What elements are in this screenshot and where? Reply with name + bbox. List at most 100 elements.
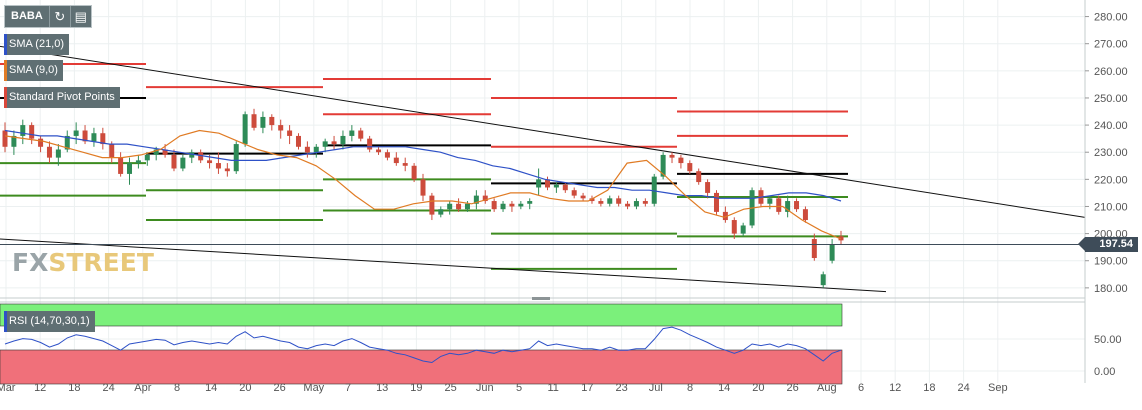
calendar-icon[interactable]: ▤ [69,6,91,27]
x-axis: Mar 12 18 24 Apr 8 14 20 26 May 7 13 19 25 Jun 5 11 17 23 J… [0,382,1008,394]
x-tick-label: 20 [239,382,251,394]
candle-body [278,125,284,131]
candle-body [705,182,711,193]
x-tick-label: Aug [817,382,837,394]
pivots-swatch [4,87,7,108]
y-tick-label: 260.00 [1094,66,1128,78]
legend-pivots[interactable]: Standard Pivot Points [4,87,120,108]
candle-body [135,160,141,164]
sma9-swatch [4,60,7,81]
y-tick-label: 280.00 [1094,12,1128,24]
refresh-icon[interactable]: ↻ [48,6,70,27]
x-tick-label: 19 [410,382,422,394]
candle-body [571,190,577,196]
candle-body [82,130,88,142]
candle-body [589,198,595,202]
legend-rsi[interactable]: RSI (14,70,30,1) [4,311,95,332]
candle-body [215,163,221,169]
candle-body [304,146,310,153]
y-tick-label: 190.00 [1094,256,1128,268]
trendlines [0,45,1086,293]
candle-body [100,133,106,145]
candle-body [411,165,417,180]
x-tick-label: 18 [68,382,80,394]
legend-sma21[interactable]: SMA (21,0) [4,34,70,55]
candle-body [402,163,408,166]
candle-body [269,116,275,126]
candle-body [233,144,239,172]
candle-body [242,114,248,145]
candle-body [607,198,613,204]
candle-body [482,195,488,202]
candle-body [447,203,453,210]
candle-body [367,138,373,150]
candle-body [580,195,586,199]
candle-body [802,209,808,221]
candle-body [420,179,426,196]
lower-trendline[interactable] [0,238,887,293]
candle-body [536,179,542,188]
rsi-series [4,326,842,364]
candle-body [598,201,604,204]
candle-body [127,163,133,174]
candle-body [73,130,79,136]
candle-body [456,203,462,210]
x-tick-label: 24 [102,382,114,394]
candle-body [287,130,293,136]
x-tick-label: 12 [889,382,901,394]
candle-body [331,141,337,145]
x-tick-label: 24 [957,382,969,394]
candle-body [616,198,622,204]
candle-body [384,152,390,158]
x-tick-label: 13 [376,382,388,394]
candle-body [20,125,26,136]
legend-pivots-label: Standard Pivot Points [9,91,115,103]
x-tick-label: 8 [687,382,693,394]
rsi-tick-label: 50.00 [1094,334,1122,346]
pane-resize-handle[interactable] [532,297,550,300]
candle-body [785,201,791,212]
ticker-symbol[interactable]: BABA [11,10,43,22]
y-tick-label: 250.00 [1094,93,1128,105]
rsi-oversold-band [0,349,843,385]
y-axis: 180.00190.00200.00210.00220.00230.00240.… [1084,0,1142,383]
legend-sma9[interactable]: SMA (9,0) [4,60,63,81]
y-tick-label: 230.00 [1094,147,1128,159]
candle-body [562,184,568,191]
x-tick-label: May [303,382,324,394]
candle-body [660,154,666,177]
candle-body [322,141,328,147]
candle-body [838,236,844,241]
candle-body [340,135,346,145]
last-price-tag: 197.54 [1078,237,1138,252]
candle-body [189,152,195,158]
candle-body [2,130,8,147]
rsi-swatch [4,311,7,332]
candle-body [438,209,444,215]
candle-body [713,192,719,212]
candle-body [118,157,124,174]
candle-body [625,203,631,207]
candle-body [633,201,639,207]
fxstreet-logo: FXSTREET [12,248,154,277]
candle-body [349,130,355,136]
logo-street: STREET [48,248,154,277]
x-tick-label: Apr [134,382,151,394]
x-tick-label: Jun [476,382,494,394]
candle-body [207,160,213,164]
candle-body [687,163,693,172]
x-tick-label: 26 [786,382,798,394]
candle-body [224,168,230,172]
x-tick-label: Sep [988,382,1008,394]
x-tick-label: 18 [923,382,935,394]
rsi-line [4,326,842,364]
candle-body [509,203,515,207]
candle-body [776,198,782,212]
candle-body [696,171,702,183]
candle-body [313,146,319,153]
candle-body [829,244,835,261]
candle-body [464,203,470,210]
candle-body [29,125,35,139]
upper-trendline[interactable] [0,45,1086,218]
